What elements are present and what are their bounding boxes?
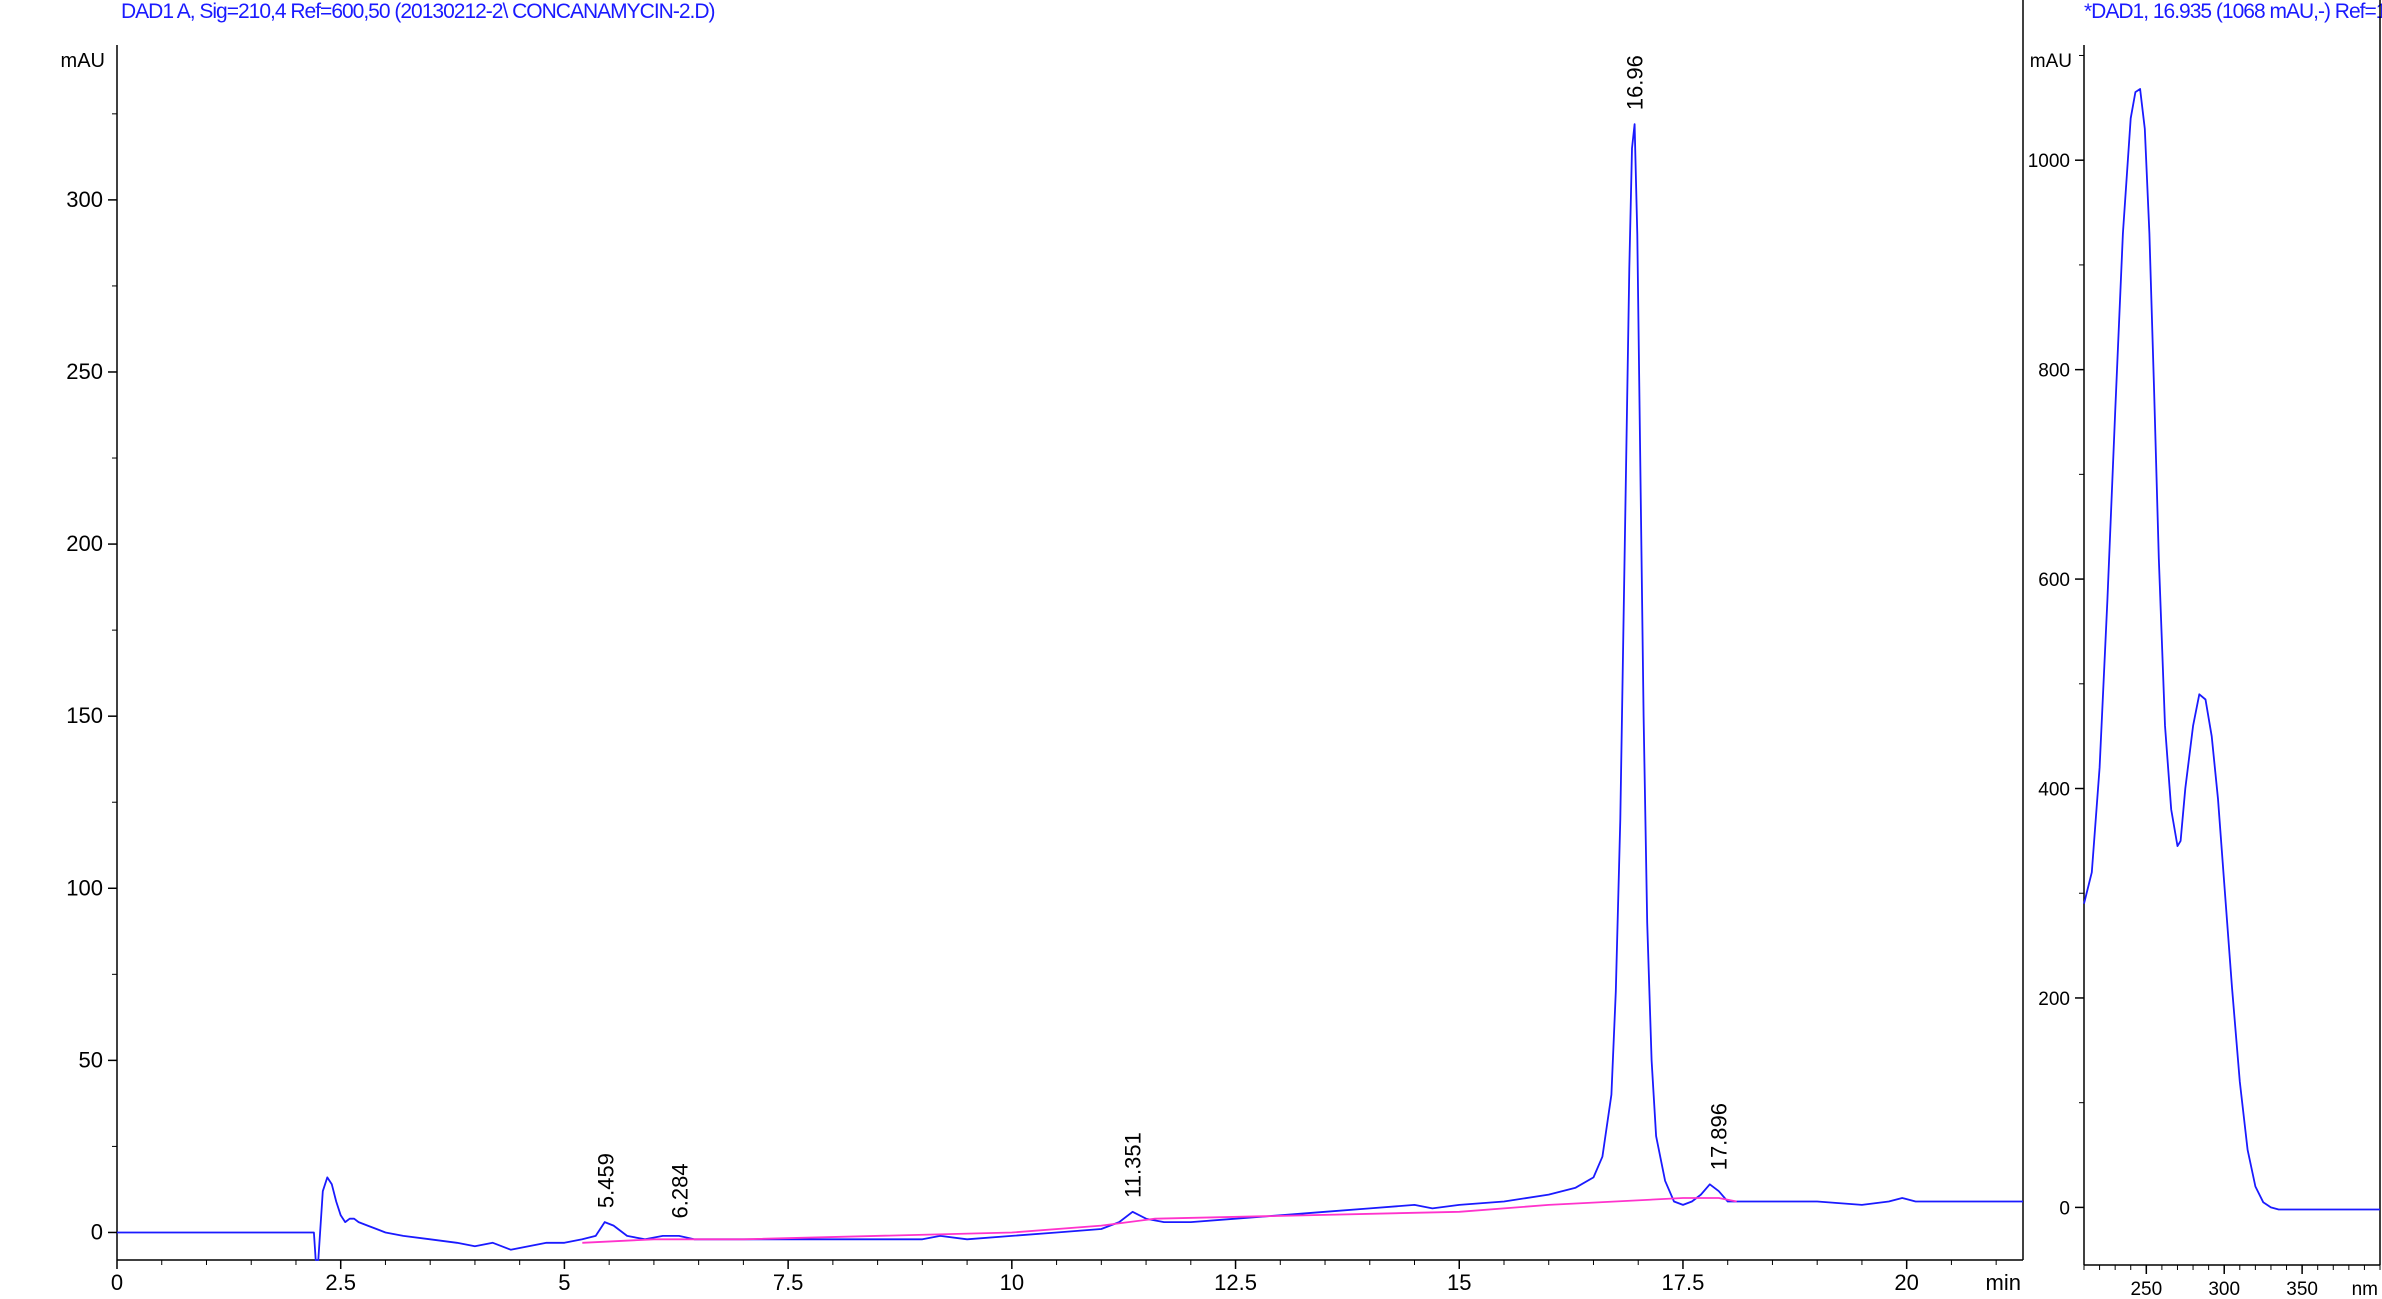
y-tick-label: 200 — [66, 531, 103, 556]
x-tick-label: 10 — [1000, 1270, 1024, 1295]
x-tick-label: 7.5 — [773, 1270, 804, 1295]
x-tick-label: 350 — [2286, 1279, 2318, 1299]
y-tick-label: 600 — [2038, 570, 2070, 591]
x-tick-label: 17.5 — [1662, 1270, 1705, 1295]
x-tick-label: 5 — [558, 1270, 570, 1295]
peak-label: 17.896 — [1706, 1103, 1731, 1170]
x-tick-label: 20 — [1894, 1270, 1918, 1295]
signal-trace — [2083, 88, 2380, 1211]
y-tick-label: 50 — [79, 1047, 103, 1072]
x-tick-label: 12.5 — [1214, 1270, 1257, 1295]
peak-label: 11.351 — [1121, 1132, 1146, 1198]
y-tick-label: 300 — [66, 187, 103, 212]
y-axis-label: mAU — [61, 50, 105, 72]
x-tick-label: 2.5 — [325, 1270, 356, 1295]
y-tick-label: 800 — [2038, 361, 2070, 382]
y-tick-label: 150 — [66, 703, 103, 728]
y-axis-label: mAU — [2030, 51, 2072, 72]
x-tick-label: 300 — [2208, 1279, 2240, 1299]
y-tick-label: 1000 — [2028, 151, 2070, 172]
chromatogram-panel: DAD1 A, Sig=210,4 Ref=600,50 (20130212-2… — [61, 0, 2024, 1295]
x-tick-label: 250 — [2130, 1279, 2162, 1299]
baseline-trace — [582, 1197, 1737, 1244]
y-tick-label: 400 — [2038, 780, 2070, 801]
y-tick-label: 250 — [66, 359, 103, 384]
spectrum-chart: 0 200 400 600 800 1000 250 300 350 mAU nm — [2028, 0, 2381, 1299]
y-tick-label: 0 — [2059, 1198, 2070, 1219]
peak-label: 5.459 — [593, 1153, 618, 1208]
chromatogram-chart: 0 50 100 150 200 250 300 0 2.5 5 7.5 10 12.5 15 17.5 20… — [61, 0, 2024, 1295]
x-tick-label: 0 — [111, 1270, 123, 1295]
peak-label: 16.96 — [1623, 55, 1648, 110]
spectrum-panel: *DAD1, 16.935 (1068 mAU,-) Ref=15.542 & … — [2026, 0, 2382, 1299]
x-axis-label: nm — [2352, 1279, 2378, 1299]
peak-label: 6.284 — [667, 1163, 692, 1218]
chromatogram-title: DAD1 A, Sig=210,4 Ref=600,50 (20130212-2… — [121, 0, 716, 23]
signal-trace — [117, 123, 2023, 1261]
x-axis-label: min — [1986, 1270, 2021, 1295]
spectrum-title: *DAD1, 16.935 (1068 mAU,-) Ref=15.542 & — [2084, 0, 2382, 23]
y-tick-label: 100 — [66, 875, 103, 900]
y-tick-label: 0 — [91, 1219, 103, 1244]
x-tick-label: 15 — [1447, 1270, 1471, 1295]
y-tick-label: 200 — [2038, 989, 2070, 1010]
